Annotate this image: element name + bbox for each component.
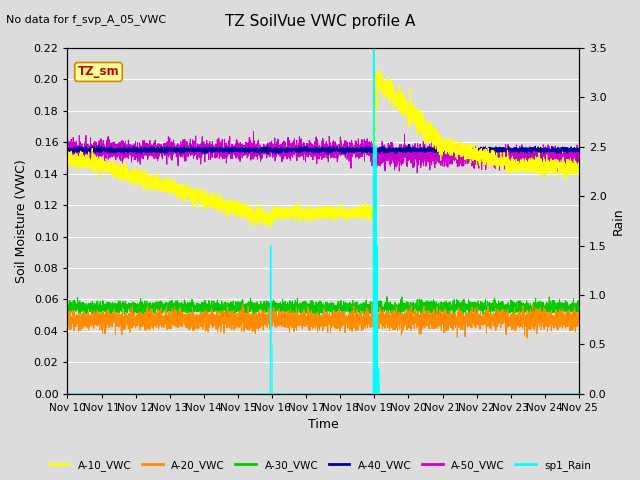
Text: TZ SoilVue VWC profile A: TZ SoilVue VWC profile A: [225, 14, 415, 29]
Y-axis label: Rain: Rain: [612, 207, 625, 235]
Legend: A-10_VWC, A-20_VWC, A-30_VWC, A-40_VWC, A-50_VWC, sp1_Rain: A-10_VWC, A-20_VWC, A-30_VWC, A-40_VWC, …: [44, 456, 596, 475]
Text: TZ_sm: TZ_sm: [77, 65, 119, 79]
Text: No data for f_svp_A_05_VWC: No data for f_svp_A_05_VWC: [6, 14, 166, 25]
X-axis label: Time: Time: [308, 419, 339, 432]
Y-axis label: Soil Moisture (VWC): Soil Moisture (VWC): [15, 159, 28, 283]
